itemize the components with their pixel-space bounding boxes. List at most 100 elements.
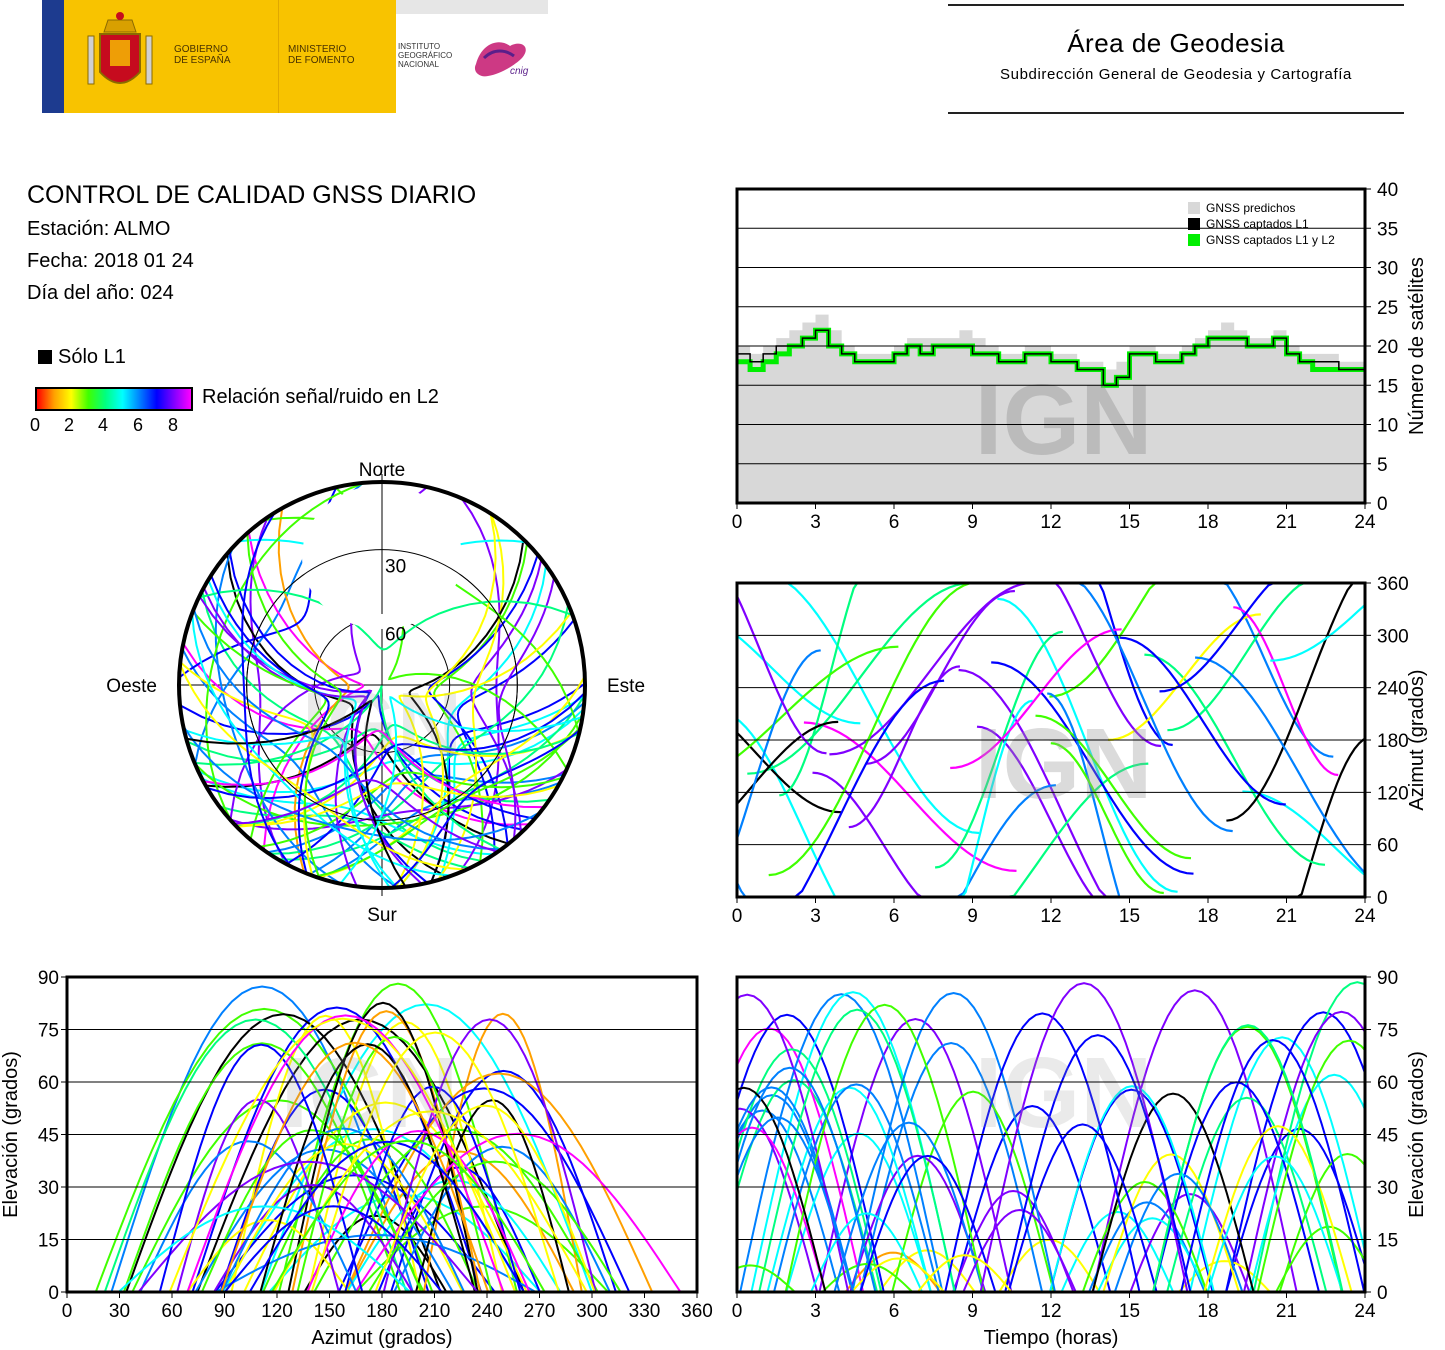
satellite-track [1167, 583, 1326, 732]
x-tick-label: 3 [810, 906, 821, 927]
x-tick-label: 330 [629, 1301, 661, 1322]
satellite-track [248, 1140, 525, 1292]
plot-border [735, 581, 1367, 899]
satellite-track [186, 699, 407, 888]
x-tick-label: 24 [1354, 1301, 1376, 1322]
satellite-track [891, 1090, 1055, 1292]
government-label: GOBIERNO DE ESPAÑA [174, 44, 231, 66]
satellite-track [230, 1014, 421, 1292]
ign-watermark: IGN [975, 708, 1153, 820]
satellite-track [306, 1129, 531, 1292]
skyplot-chart: IGN 30 60 Norte Sur Oeste Este [106, 460, 645, 926]
satellite-track [271, 1139, 546, 1292]
ministry-label: MINISTERIO DE FOMENTO [288, 44, 355, 66]
satellite-track [310, 1031, 560, 1292]
satellite-track [737, 717, 895, 897]
legend-swatch [1188, 234, 1200, 246]
satellite-track [241, 512, 292, 867]
satellite-track [1042, 583, 1173, 747]
satellite-track [158, 1043, 364, 1292]
ign-watermark: IGN [975, 1037, 1153, 1149]
satellite-track [1249, 1073, 1365, 1292]
y-tick-label: 300 [1377, 626, 1409, 647]
ministry-logo-background [278, 0, 397, 113]
y-tick-label: 5 [1377, 455, 1388, 476]
x-tick-label: 24 [1354, 906, 1376, 927]
l1-only-label: Sólo L1 [58, 346, 126, 368]
satellite-track [168, 1017, 517, 1292]
satellite-track [394, 611, 573, 888]
legend-swatch [1188, 218, 1200, 230]
satellite-track [269, 603, 570, 855]
legend-l1-only: Sólo L1 [38, 346, 126, 369]
y-tick-label: 45 [1377, 1126, 1398, 1147]
satellite-track [229, 768, 568, 831]
institution-logos: GOBIERNO DE ESPAÑA MINISTERIO DE FOMENTO… [42, 0, 548, 113]
y-tick-label: 180 [1377, 731, 1409, 752]
satellite-track [354, 1132, 682, 1292]
satellite-track [436, 513, 505, 881]
y-tick-label: 90 [38, 968, 59, 989]
satellite-track [345, 1150, 575, 1292]
satellite-track [214, 546, 342, 885]
legend-entry: GNSS predichos [1206, 201, 1295, 215]
satellite-track [737, 1086, 827, 1292]
satellite-track [1055, 583, 1233, 833]
eu-flag-stripe [42, 0, 64, 113]
l1-swatch [38, 350, 52, 364]
satellite-track [812, 771, 956, 897]
satellite-track [1007, 1123, 1158, 1292]
y-tick-label: 15 [1377, 1231, 1398, 1252]
satellite-track [1225, 1011, 1365, 1292]
satellite-track [1035, 714, 1192, 860]
satellite-track [246, 533, 342, 879]
ign-watermark: IGN [302, 675, 462, 775]
x-tick-label: 12 [1040, 512, 1061, 533]
satellite-track [779, 583, 886, 797]
satellite-track [758, 1008, 956, 1292]
x-tick-label: 21 [1276, 906, 1297, 927]
x-tick-label: 180 [366, 1301, 398, 1322]
satellite-track [737, 645, 899, 758]
x-axis-label: Tiempo (horas) [984, 1327, 1119, 1349]
snr-tick: 4 [98, 415, 109, 435]
satellite-track [859, 1154, 997, 1292]
x-tick-label: 300 [576, 1301, 608, 1322]
y-tick-label: 120 [1377, 783, 1409, 804]
station-label: Estación: ALMO [27, 218, 171, 240]
x-tick-label: 9 [967, 512, 978, 533]
coat-of-arms-icon [87, 12, 153, 85]
snr-label: Relación señal/ruido en L2 [202, 386, 439, 408]
satellite-track [233, 779, 499, 853]
y-tick-label: 75 [1377, 1021, 1398, 1042]
azimuth-time-chart: IGN 0 60 120 180 240 300 360 0 3 6 9 12 15 18 21 24 Azimu… [732, 574, 1428, 927]
satellite-track [739, 993, 944, 1292]
satellite-track [934, 630, 1063, 869]
satellite-track [1252, 981, 1365, 1292]
x-tick-label: 240 [471, 1301, 503, 1322]
y-tick-label: 60 [38, 1073, 59, 1094]
satellite-track [916, 1254, 1013, 1292]
y-axis-label: Azimut (grados) [1406, 669, 1428, 810]
plot-border [735, 975, 1367, 1294]
horizon-circle [177, 480, 587, 890]
y-tick-label: 20 [1377, 337, 1398, 358]
satellite-track [176, 1098, 340, 1292]
x-tick-label: 9 [967, 906, 978, 927]
y-axis-label: Elevación (grados) [0, 1051, 22, 1218]
y-tick-label: 0 [1377, 888, 1388, 909]
y-tick-label: 35 [1377, 219, 1398, 240]
satellite-track [438, 694, 585, 881]
satellite-track [1206, 1155, 1344, 1292]
satellite-track [1091, 989, 1298, 1292]
plot-border [65, 975, 699, 1294]
y-tick-label: 240 [1377, 679, 1409, 700]
satellite-track [859, 1041, 1044, 1292]
x-tick-label: 360 [681, 1301, 713, 1322]
satellite-track [737, 1066, 877, 1292]
tracks [737, 583, 1365, 897]
satellite-track [247, 531, 365, 851]
y-tick-label: 75 [38, 1021, 59, 1042]
satellite-track [367, 1160, 622, 1292]
satellite-track [737, 679, 945, 897]
